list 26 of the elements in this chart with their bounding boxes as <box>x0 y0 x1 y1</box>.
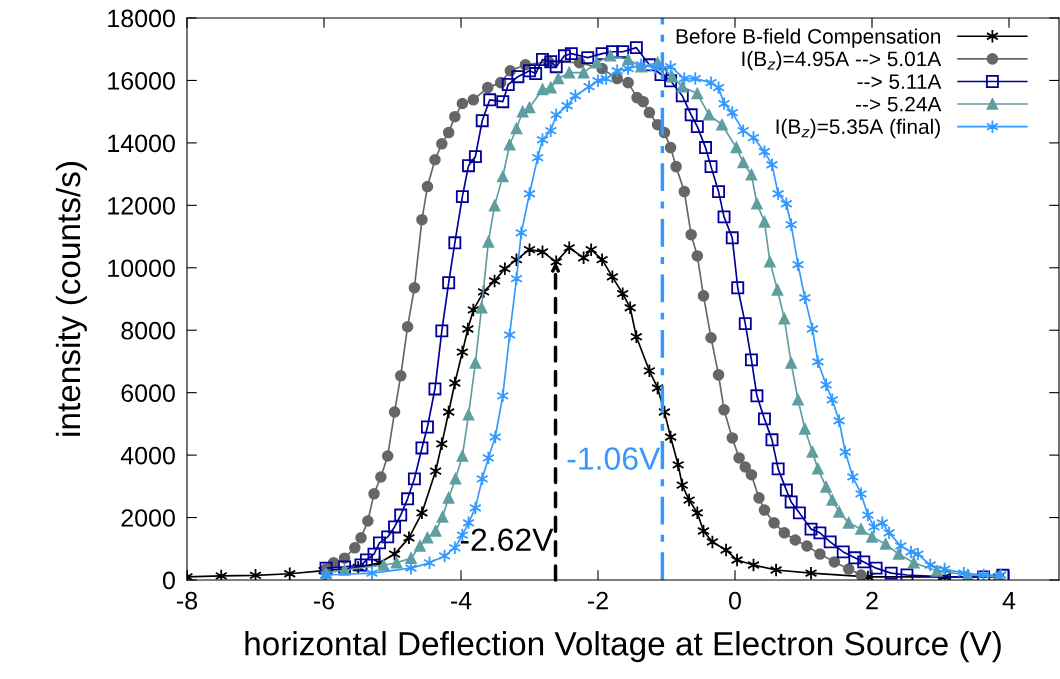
legend-label: I(B$_{z}$)=4.95A --> 5.01A <box>742 50 942 71</box>
y-axis-title: intensity (counts/s) <box>55 162 87 436</box>
x-axis-title: horizontal Deflection Voltage at Electron Source (V) <box>245 631 1001 663</box>
legend-label: Before B-field Compensation <box>676 28 941 48</box>
x-tick-label: -2 <box>587 591 608 610</box>
x-tick-label: -8 <box>177 591 198 610</box>
y-tick-label: 16000 <box>108 72 175 90</box>
y-tick-label: 6000 <box>121 384 175 402</box>
x-tick-label: 2 <box>866 591 878 610</box>
legend-label: --> 5.11A <box>857 74 942 89</box>
legend-label: --> 5.24A <box>856 96 942 112</box>
legend-label: I(B$_{z}$)=5.35A (final) <box>776 118 940 139</box>
x-tick-label: -4 <box>450 592 472 610</box>
x-tick-label: 0 <box>729 591 741 610</box>
y-tick-label: 4000 <box>120 446 175 465</box>
annotation: -2.62V <box>460 528 554 552</box>
y-tick-label: 0 <box>162 571 175 590</box>
y-tick-label: 18000 <box>108 9 175 28</box>
y-tick-label: 10000 <box>108 259 175 278</box>
x-tick-label: 4 <box>1002 592 1016 610</box>
y-tick-label: 2000 <box>121 509 175 527</box>
y-tick-label: 14000 <box>108 134 175 153</box>
ref-line-label: -1.06V <box>567 447 661 470</box>
y-tick-label: 8000 <box>121 321 175 340</box>
y-tick-label: 12000 <box>108 196 175 215</box>
x-tick-label: -6 <box>314 591 335 610</box>
